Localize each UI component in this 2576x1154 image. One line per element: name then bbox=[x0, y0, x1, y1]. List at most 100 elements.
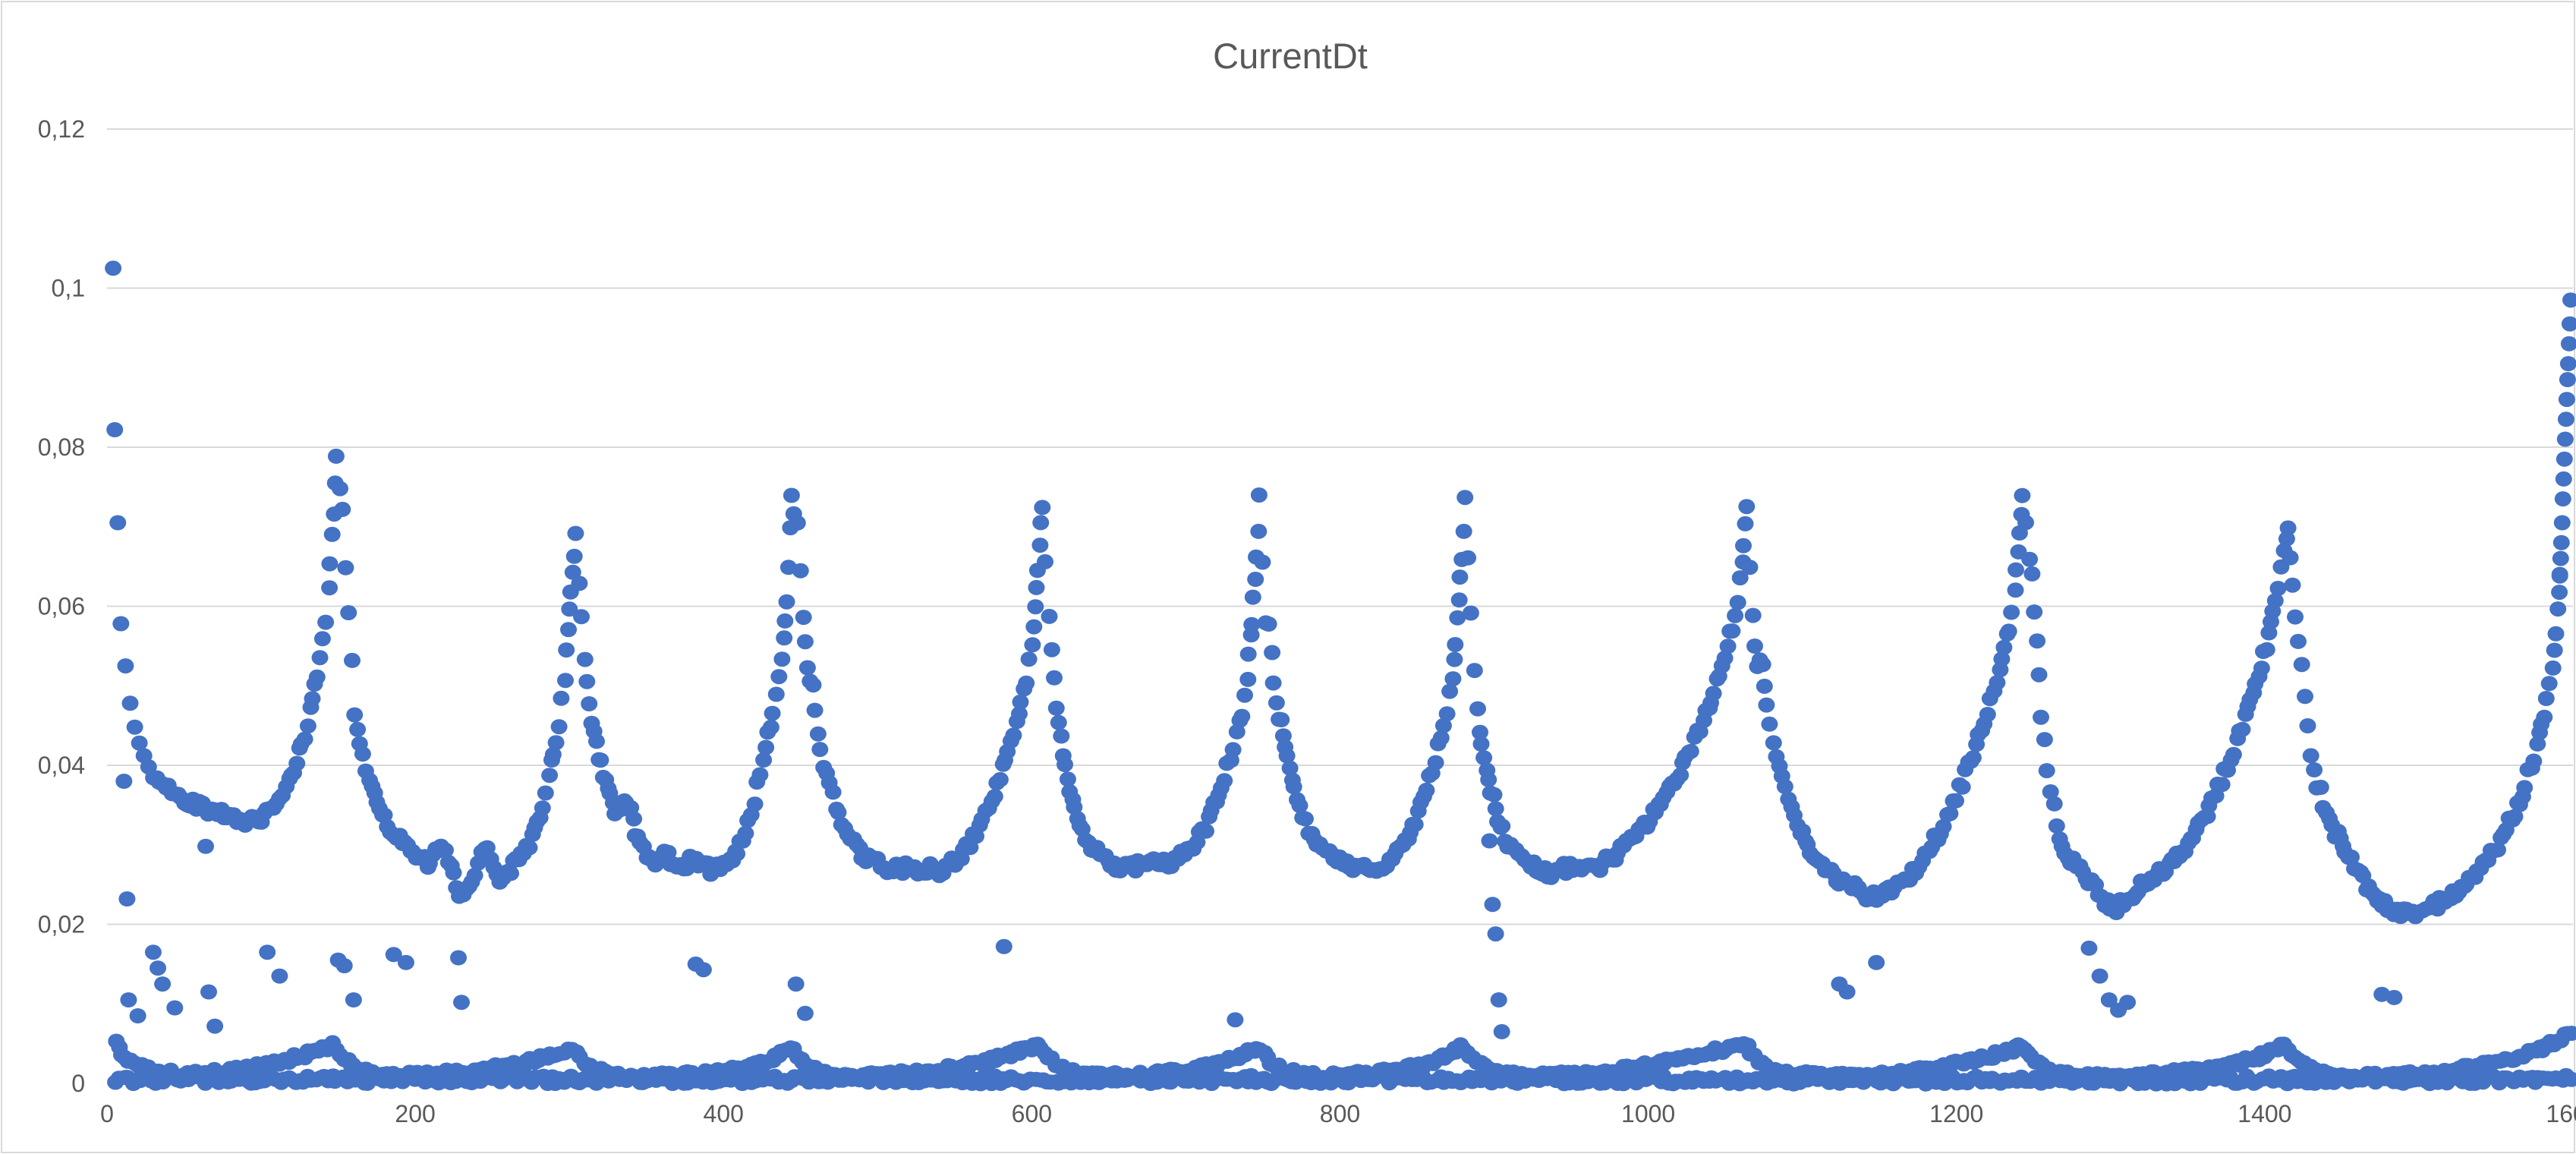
data-point bbox=[1239, 671, 1257, 687]
data-point bbox=[1236, 687, 1253, 703]
data-point bbox=[757, 739, 775, 755]
data-point bbox=[573, 609, 590, 625]
data-point bbox=[581, 696, 598, 711]
data-point bbox=[1719, 638, 1737, 654]
data-point bbox=[550, 719, 568, 735]
data-point bbox=[144, 944, 162, 960]
data-point bbox=[2045, 796, 2063, 812]
data-point bbox=[2119, 995, 2137, 1011]
data-point bbox=[349, 721, 367, 737]
data-point bbox=[1037, 553, 1053, 569]
y-tick-label: 0,06 bbox=[38, 593, 85, 620]
data-point bbox=[1682, 743, 1699, 759]
y-tick-label: 0,04 bbox=[38, 752, 85, 779]
data-point bbox=[299, 718, 316, 734]
data-point bbox=[1447, 637, 1464, 652]
data-point bbox=[327, 448, 345, 464]
data-point bbox=[2553, 515, 2571, 531]
data-point bbox=[578, 673, 596, 689]
x-tick-label: 600 bbox=[1012, 1100, 1052, 1127]
data-point bbox=[2269, 581, 2287, 596]
data-point bbox=[337, 560, 354, 575]
data-point bbox=[2017, 515, 2034, 531]
y-tick-label: 0,08 bbox=[38, 434, 85, 461]
data-point bbox=[565, 548, 583, 564]
y-tick-label: 0,1 bbox=[52, 275, 85, 302]
data-point bbox=[776, 613, 794, 629]
data-point bbox=[118, 891, 136, 906]
data-point bbox=[1228, 724, 1245, 739]
data-point bbox=[200, 984, 217, 1000]
data-point bbox=[991, 771, 1009, 787]
data-point bbox=[806, 702, 824, 718]
data-point bbox=[296, 731, 313, 747]
data-point bbox=[1233, 708, 1251, 724]
data-point bbox=[197, 838, 214, 854]
data-point bbox=[109, 515, 127, 531]
data-point bbox=[787, 976, 805, 992]
data-point bbox=[1935, 818, 1952, 834]
data-point bbox=[2552, 550, 2569, 566]
data-point bbox=[547, 735, 565, 751]
data-point bbox=[150, 960, 166, 976]
data-point bbox=[1475, 750, 1493, 766]
data-point bbox=[1025, 619, 1043, 635]
data-point bbox=[2560, 336, 2576, 352]
data-point bbox=[2278, 531, 2295, 547]
data-point bbox=[1020, 651, 1038, 667]
data-point bbox=[1243, 616, 1261, 632]
data-point bbox=[571, 575, 588, 591]
data-point bbox=[154, 976, 172, 992]
data-point bbox=[466, 867, 483, 883]
data-point bbox=[1746, 638, 1763, 654]
data-point bbox=[2525, 753, 2543, 769]
data-point bbox=[2556, 451, 2573, 467]
data-point bbox=[206, 1018, 224, 1034]
data-point bbox=[588, 733, 605, 749]
data-point bbox=[1264, 645, 1281, 661]
data-point bbox=[1765, 735, 1782, 751]
data-point bbox=[1278, 748, 1296, 764]
data-point bbox=[1724, 623, 1741, 639]
data-point bbox=[2312, 780, 2329, 795]
data-point bbox=[1741, 560, 1759, 575]
x-tick-label: 1400 bbox=[2237, 1100, 2291, 1127]
data-point bbox=[1838, 984, 1856, 1000]
data-point bbox=[1268, 695, 1285, 711]
data-point bbox=[762, 719, 779, 735]
data-point bbox=[1480, 771, 1497, 787]
data-point bbox=[1993, 651, 2011, 667]
data-point bbox=[2537, 691, 2555, 706]
data-point bbox=[1264, 675, 1282, 691]
data-point bbox=[1444, 671, 1462, 687]
data-point bbox=[1066, 799, 1083, 815]
data-point bbox=[259, 944, 276, 960]
data-point bbox=[1057, 757, 1073, 772]
data-point bbox=[1738, 499, 1756, 515]
data-point bbox=[1729, 594, 1746, 610]
data-point bbox=[1776, 779, 1793, 795]
data-point bbox=[773, 651, 791, 667]
data-point bbox=[1250, 523, 1268, 539]
data-point bbox=[1053, 728, 1070, 744]
data-point bbox=[1493, 1023, 1510, 1039]
data-point bbox=[1434, 717, 1452, 733]
data-points-series bbox=[105, 260, 2576, 1092]
data-point bbox=[776, 630, 793, 646]
data-point bbox=[1484, 897, 1501, 913]
data-point bbox=[544, 746, 562, 762]
data-point bbox=[783, 487, 800, 503]
chart-title: CurrentDt bbox=[1213, 36, 1368, 76]
data-point bbox=[534, 800, 551, 816]
data-point bbox=[2562, 292, 2576, 308]
data-point bbox=[1043, 642, 1060, 657]
data-point bbox=[1449, 610, 1466, 626]
data-point bbox=[2552, 534, 2570, 550]
data-point bbox=[2003, 604, 2020, 620]
data-point bbox=[1456, 490, 1474, 506]
data-point bbox=[576, 651, 594, 667]
data-point bbox=[317, 614, 335, 630]
x-tick-label: 1600 bbox=[2546, 1100, 2576, 1127]
data-point bbox=[558, 642, 575, 658]
